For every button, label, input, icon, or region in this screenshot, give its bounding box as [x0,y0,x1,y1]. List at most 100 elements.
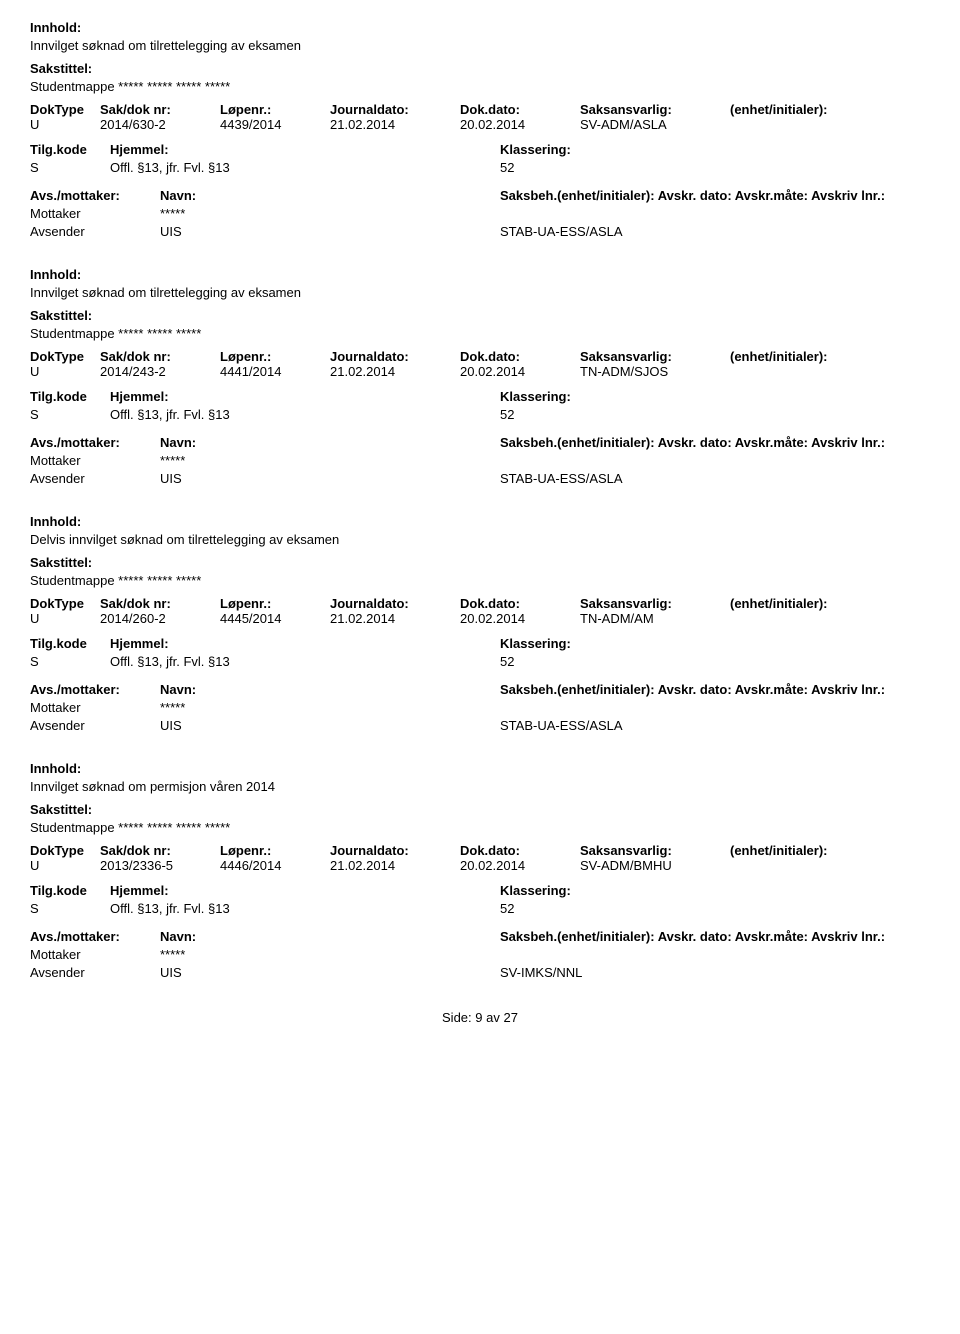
doktype-value: U [30,858,100,873]
navn-label: Navn: [160,682,280,697]
avsender-label: Avsender [30,718,160,733]
avsender-value: UIS [160,965,500,980]
tilgkode-label: Tilg.kode [30,142,110,157]
innhold-value: Innvilget søknad om permisjon våren 2014 [30,779,930,794]
journal-record: Innhold: Innvilget søknad om tilretteleg… [30,267,930,486]
hjemmel-label: Hjemmel: [110,883,200,898]
mottaker-value: ***** [160,206,500,221]
enhet-value [730,611,880,626]
sakdoknr-value: 2014/260-2 [100,611,220,626]
tilgkode-label: Tilg.kode [30,636,110,651]
saksansvarlig-value: TN-ADM/AM [580,611,730,626]
avsender-code: SV-IMKS/NNL [500,965,700,980]
saksansvarlig-value: SV-ADM/ASLA [580,117,730,132]
enhet-value [730,117,880,132]
innhold-value: Innvilget søknad om tilrettelegging av e… [30,285,930,300]
navn-label: Navn: [160,929,280,944]
hjemmel-label: Hjemmel: [110,389,200,404]
mottaker-value: ***** [160,947,500,962]
mottaker-label: Mottaker [30,453,160,468]
avsender-label: Avsender [30,471,160,486]
page-footer: Side: 9 av 27 [30,1010,930,1025]
navn-label: Navn: [160,188,280,203]
avsender-label: Avsender [30,224,160,239]
lopenr-label: Løpenr.: [220,596,330,611]
doktype-value: U [30,364,100,379]
hjemmel-value: Offl. §13, jfr. Fvl. §13 [110,654,500,669]
saksansvarlig-label: Saksansvarlig: [580,102,730,117]
dokdato-label: Dok.dato: [460,843,580,858]
innhold-value: Delvis innvilget søknad om tilretteleggi… [30,532,930,547]
klassering-value: 52 [500,654,580,669]
enhet-value [730,364,880,379]
dokdato-value: 20.02.2014 [460,858,580,873]
dokdato-value: 20.02.2014 [460,117,580,132]
mottaker-label: Mottaker [30,206,160,221]
doktype-value: U [30,611,100,626]
klassering-label: Klassering: [500,142,630,157]
sakdoknr-value: 2013/2336-5 [100,858,220,873]
mottaker-value: ***** [160,453,500,468]
sakdoknr-label: Sak/dok nr: [100,349,220,364]
sakdoknr-label: Sak/dok nr: [100,102,220,117]
sakstittel-label: Sakstittel: [30,802,930,817]
mottaker-value: ***** [160,700,500,715]
navn-label: Navn: [160,435,280,450]
enhet-label: (enhet/initialer): [730,349,880,364]
innhold-label: Innhold: [30,761,930,776]
dokdato-label: Dok.dato: [460,596,580,611]
innhold-label: Innhold: [30,267,930,282]
sakstittel-value: Studentmappe ***** ***** ***** ***** [30,820,930,835]
tilgkode-value: S [30,407,110,422]
avsmottaker-label: Avs./mottaker: [30,929,160,944]
saksansvarlig-label: Saksansvarlig: [580,349,730,364]
doktype-label: DokType [30,843,100,858]
journal-record: Innhold: Delvis innvilget søknad om tilr… [30,514,930,733]
enhet-value [730,858,880,873]
saksbeh-label: Saksbeh.(enhet/initialer): Avskr. dato: … [500,435,920,450]
saksbeh-label: Saksbeh.(enhet/initialer): Avskr. dato: … [500,929,920,944]
lopenr-value: 4445/2014 [220,611,330,626]
enhet-label: (enhet/initialer): [730,102,880,117]
avsender-code: STAB-UA-ESS/ASLA [500,224,700,239]
klassering-value: 52 [500,160,580,175]
doktype-label: DokType [30,349,100,364]
innhold-value: Innvilget søknad om tilrettelegging av e… [30,38,930,53]
hjemmel-label: Hjemmel: [110,142,200,157]
avsender-code: STAB-UA-ESS/ASLA [500,718,700,733]
lopenr-value: 4441/2014 [220,364,330,379]
lopenr-label: Løpenr.: [220,102,330,117]
journaldato-label: Journaldato: [330,102,460,117]
tilgkode-value: S [30,654,110,669]
sakdoknr-label: Sak/dok nr: [100,596,220,611]
klassering-label: Klassering: [500,883,630,898]
avsmottaker-label: Avs./mottaker: [30,682,160,697]
hjemmel-value: Offl. §13, jfr. Fvl. §13 [110,160,500,175]
footer-label: Side: [442,1010,472,1025]
saksbeh-label: Saksbeh.(enhet/initialer): Avskr. dato: … [500,682,920,697]
saksansvarlig-label: Saksansvarlig: [580,596,730,611]
avsender-value: UIS [160,471,500,486]
sakdoknr-value: 2014/243-2 [100,364,220,379]
avsender-label: Avsender [30,965,160,980]
journaldato-label: Journaldato: [330,843,460,858]
saksansvarlig-value: SV-ADM/BMHU [580,858,730,873]
journal-record: Innhold: Innvilget søknad om tilretteleg… [30,20,930,239]
journal-record: Innhold: Innvilget søknad om permisjon v… [30,761,930,980]
sakstittel-value: Studentmappe ***** ***** ***** ***** [30,79,930,94]
saksansvarlig-label: Saksansvarlig: [580,843,730,858]
footer-current: 9 [475,1010,482,1025]
journaldato-label: Journaldato: [330,349,460,364]
enhet-label: (enhet/initialer): [730,843,880,858]
tilgkode-label: Tilg.kode [30,883,110,898]
sakstittel-label: Sakstittel: [30,308,930,323]
lopenr-label: Løpenr.: [220,349,330,364]
journaldato-value: 21.02.2014 [330,858,460,873]
hjemmel-label: Hjemmel: [110,636,200,651]
mottaker-label: Mottaker [30,947,160,962]
tilgkode-label: Tilg.kode [30,389,110,404]
enhet-label: (enhet/initialer): [730,596,880,611]
avsender-code: STAB-UA-ESS/ASLA [500,471,700,486]
innhold-label: Innhold: [30,514,930,529]
dokdato-label: Dok.dato: [460,102,580,117]
